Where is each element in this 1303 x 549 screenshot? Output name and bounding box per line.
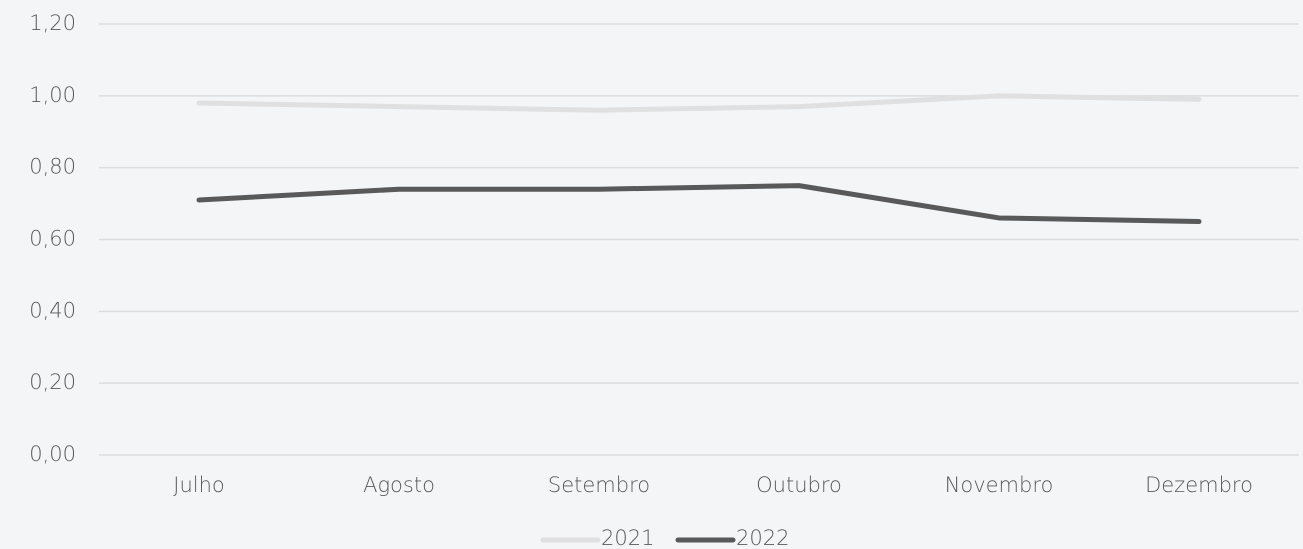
x-tick-label: Outubro	[756, 473, 842, 497]
legend-label: 2022	[736, 526, 789, 549]
y-tick-label: 0,00	[29, 442, 76, 466]
x-tick-label: Julho	[173, 473, 225, 497]
x-tick-label: Dezembro	[1145, 473, 1253, 497]
series-line	[196, 93, 1202, 113]
y-tick-label: 1,20	[29, 11, 76, 35]
y-tick-label: 0,20	[29, 370, 76, 394]
x-tick-label: Setembro	[548, 473, 650, 497]
y-tick-label: 1,00	[29, 83, 76, 107]
x-tick-label: Novembro	[945, 473, 1054, 497]
series-line	[196, 183, 1202, 225]
legend-label: 2021	[601, 526, 654, 549]
y-tick-label: 0,80	[29, 155, 76, 179]
y-tick-label: 0,60	[29, 227, 76, 251]
y-tick-label: 0,40	[29, 298, 76, 322]
x-tick-label: Agosto	[363, 473, 435, 497]
